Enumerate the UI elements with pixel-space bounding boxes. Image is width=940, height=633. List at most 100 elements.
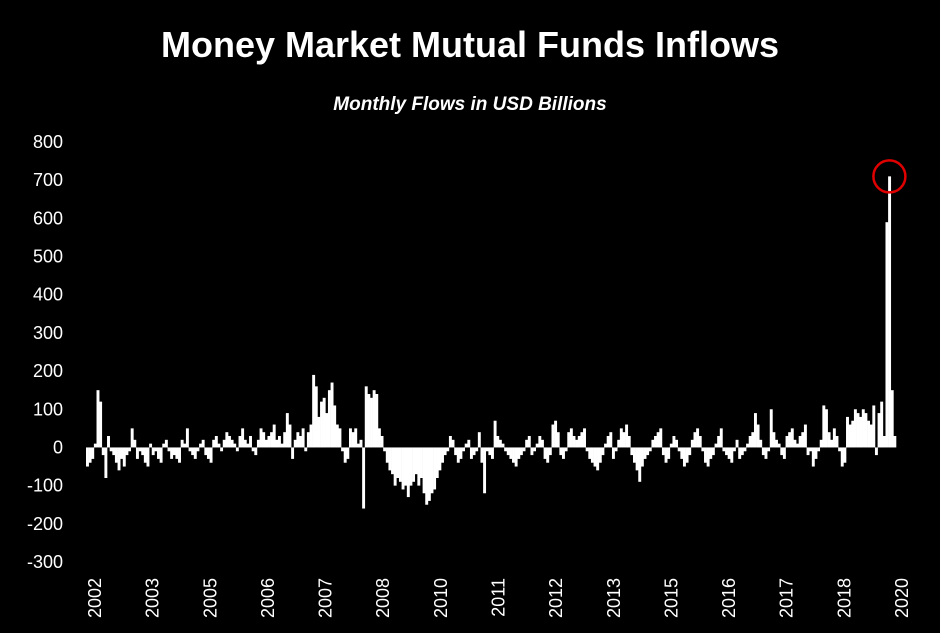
bar — [530, 447, 534, 456]
bar — [664, 447, 668, 463]
bar — [580, 432, 584, 448]
bar — [341, 447, 345, 452]
bar — [272, 424, 276, 448]
bar — [598, 447, 602, 463]
bar — [512, 447, 515, 463]
bar — [212, 439, 216, 448]
bar — [856, 413, 860, 448]
bar — [717, 436, 721, 448]
bar — [388, 447, 392, 471]
bar — [693, 432, 697, 448]
bar — [243, 439, 247, 448]
x-tick-label: 2006 — [258, 578, 278, 618]
bar — [872, 405, 876, 448]
bar — [509, 447, 513, 459]
bar — [427, 447, 431, 501]
bar — [475, 447, 479, 452]
bar — [551, 424, 555, 448]
bar — [396, 447, 400, 478]
bar — [312, 374, 316, 448]
bar — [443, 447, 447, 456]
y-tick-label: -200 — [27, 514, 63, 534]
bar — [446, 447, 450, 452]
bar — [596, 447, 600, 471]
bar — [288, 424, 292, 448]
bar — [235, 447, 239, 452]
bar — [430, 447, 434, 494]
bar — [522, 447, 526, 452]
bar — [496, 436, 500, 448]
bar — [464, 443, 468, 448]
x-tick-label: 2015 — [661, 578, 681, 618]
bar — [732, 447, 736, 452]
bar — [306, 432, 310, 448]
bar — [96, 390, 100, 448]
bar — [753, 413, 757, 448]
chart-title: Money Market Mutual Funds Inflows — [160, 24, 780, 65]
bar — [138, 447, 142, 452]
bar — [459, 447, 463, 459]
bar — [301, 428, 305, 448]
bar — [377, 428, 381, 448]
bar — [735, 439, 739, 448]
bar — [748, 436, 752, 448]
bar — [375, 394, 379, 448]
bar — [661, 447, 665, 456]
bar — [477, 432, 481, 448]
bar — [128, 447, 132, 452]
y-tick-label: 600 — [33, 208, 63, 228]
bar — [772, 432, 776, 448]
x-tick-label: 2003 — [143, 578, 163, 618]
bar — [517, 447, 521, 459]
bar — [667, 447, 671, 459]
bar — [283, 432, 287, 448]
x-tick-label: 2017 — [777, 578, 797, 618]
bar — [356, 443, 360, 448]
bar — [480, 447, 484, 463]
bar — [604, 443, 608, 448]
bar — [309, 424, 313, 448]
bar — [719, 428, 723, 448]
bar — [404, 447, 408, 486]
bar — [206, 447, 210, 459]
bar — [575, 439, 579, 448]
x-axis: 2002 2003 2005 2006 2007 2008 2010 2011 2012 2013… — [85, 578, 912, 618]
bar — [577, 436, 581, 448]
bar — [188, 447, 192, 452]
bar — [682, 447, 686, 467]
bar — [183, 443, 187, 448]
bar — [178, 447, 181, 463]
bar — [135, 447, 139, 459]
bar — [853, 409, 857, 448]
bar — [651, 439, 655, 448]
bar — [685, 447, 689, 463]
bar — [385, 447, 389, 463]
bar — [711, 447, 715, 456]
y-tick-label: 800 — [33, 132, 63, 152]
bar — [201, 439, 205, 448]
bar — [533, 447, 537, 452]
y-tick-label: 100 — [33, 399, 63, 419]
bar — [325, 413, 329, 448]
bar — [241, 428, 245, 448]
bar — [370, 397, 373, 448]
bar — [86, 447, 89, 467]
bar — [738, 447, 742, 459]
bar — [625, 424, 629, 448]
bar — [456, 447, 460, 463]
bar — [548, 447, 552, 456]
bar — [141, 447, 145, 456]
bar — [393, 447, 397, 486]
bar — [120, 447, 124, 459]
bar — [701, 447, 705, 452]
bar — [814, 447, 818, 459]
chart-subtitle: Monthly Flows in USD Billions — [333, 94, 607, 115]
bar — [635, 447, 639, 471]
bars — [86, 176, 897, 509]
bar — [333, 405, 337, 448]
bar — [669, 443, 673, 448]
bar — [154, 447, 158, 452]
bar — [538, 436, 542, 448]
bar — [193, 447, 197, 459]
bar — [506, 447, 510, 456]
